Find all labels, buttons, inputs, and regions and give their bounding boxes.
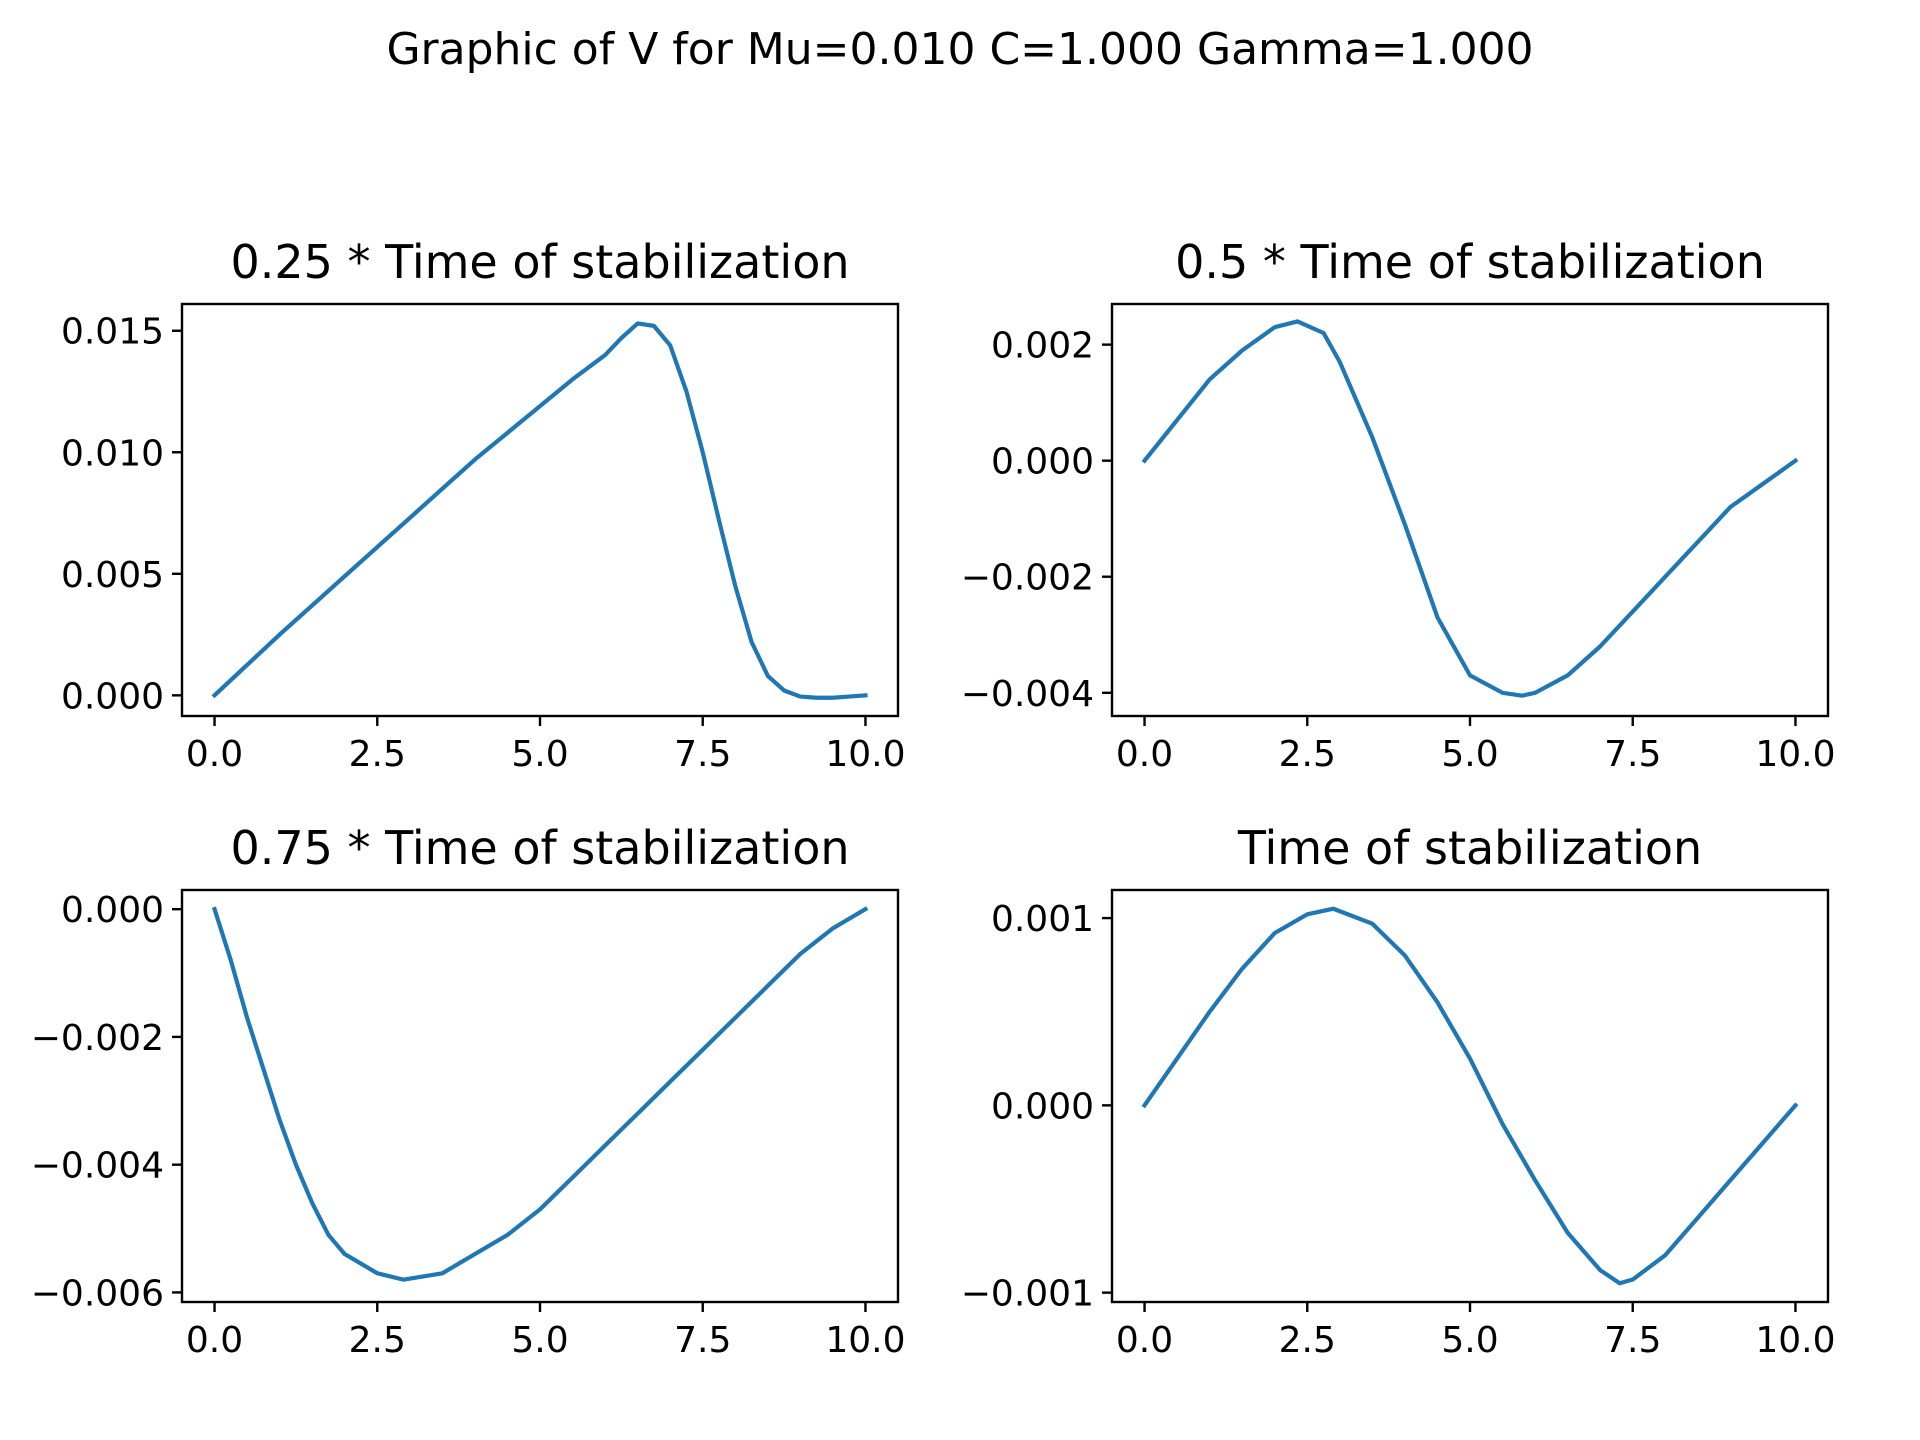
x-tick-label: 2.5: [349, 1320, 406, 1361]
y-tick-label: −0.002: [961, 558, 1094, 599]
subplot-three-quarter: 0.75 * Time of stabilization 0.0 2.5 5.0 7.5…: [31, 821, 906, 1361]
x-tick-label: 5.0: [511, 734, 568, 775]
y-tick-label: 0.002: [991, 326, 1094, 367]
x-tick-label: 0.0: [1116, 734, 1173, 775]
x-tick-label: 2.5: [349, 734, 406, 775]
x-tick-label: 0.0: [1116, 1320, 1173, 1361]
y-tick-label: 0.001: [991, 899, 1094, 940]
x-tick-label: 10.0: [1755, 734, 1835, 775]
subplot-title-half: 0.5 * Time of stabilization: [1175, 235, 1765, 289]
x-tick-label: 5.0: [1441, 1320, 1498, 1361]
y-tick-label: −0.004: [31, 1146, 164, 1187]
x-tick-label: 5.0: [511, 1320, 568, 1361]
x-tick-label: 0.0: [186, 734, 243, 775]
subplot-title-full: Time of stabilization: [1237, 821, 1702, 875]
y-tick-label: 0.000: [61, 676, 164, 717]
axes-frame-half: [1110, 302, 1830, 718]
y-tick-label: 0.000: [61, 890, 164, 931]
figure-suptitle: Graphic of V for Mu=0.010 C=1.000 Gamma=…: [386, 24, 1533, 75]
series-line-quarter: [211, 321, 868, 700]
x-tick-label: 10.0: [825, 1320, 905, 1361]
subplot-title-three-quarter: 0.75 * Time of stabilization: [230, 821, 849, 875]
y-tick-label: −0.004: [961, 674, 1094, 715]
y-tick-label: −0.001: [961, 1274, 1094, 1315]
x-tick-label: 2.5: [1279, 1320, 1336, 1361]
axes-frame-three-quarter: [180, 888, 900, 1304]
y-tick-label: 0.010: [61, 433, 164, 474]
subplot-half: 0.5 * Time of stabilization 0.0 2.5 5.0 7.5 1…: [961, 235, 1836, 775]
subplot-title-quarter: 0.25 * Time of stabilization: [230, 235, 849, 289]
axes-frame-quarter: [180, 302, 900, 718]
subplot-full: Time of stabilization 0.0 2.5 5.0 7.5 10.0 −0.…: [961, 821, 1836, 1361]
subplot-grid: 0.25 * Time of stabilization 0.0 2.5 5.0 7.5…: [31, 235, 1836, 1361]
x-tick-label: 7.5: [674, 734, 731, 775]
x-tick-label: 5.0: [1441, 734, 1498, 775]
x-tick-label: 10.0: [825, 734, 905, 775]
y-tick-label: 0.000: [991, 1086, 1094, 1127]
x-tick-label: 0.0: [186, 1320, 243, 1361]
y-tick-label: −0.002: [31, 1018, 164, 1059]
x-tick-label: 10.0: [1755, 1320, 1835, 1361]
subplot-quarter: 0.25 * Time of stabilization 0.0 2.5 5.0 7.5…: [61, 235, 906, 775]
y-tick-label: 0.015: [61, 312, 164, 353]
x-tick-label: 2.5: [1279, 734, 1336, 775]
axes-frame-full: [1110, 888, 1830, 1304]
series-line-three-quarter: [211, 906, 869, 1282]
x-tick-label: 7.5: [1604, 734, 1661, 775]
series-line-full: [1141, 906, 1799, 1286]
x-tick-label: 7.5: [674, 1320, 731, 1361]
series-line-half: [1141, 319, 1799, 698]
y-tick-label: −0.006: [31, 1273, 164, 1314]
y-tick-label: 0.005: [61, 555, 164, 596]
x-tick-label: 7.5: [1604, 1320, 1661, 1361]
y-tick-label: 0.000: [991, 442, 1094, 483]
